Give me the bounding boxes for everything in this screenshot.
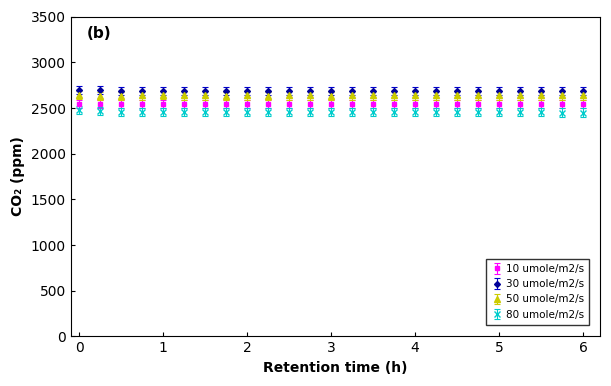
Y-axis label: CO₂ (ppm): CO₂ (ppm) bbox=[11, 137, 25, 217]
X-axis label: Retention time (h): Retention time (h) bbox=[263, 361, 408, 375]
Text: (b): (b) bbox=[87, 26, 111, 41]
Legend: 10 umole/m2/s, 30 umole/m2/s, 50 umole/m2/s, 80 umole/m2/s: 10 umole/m2/s, 30 umole/m2/s, 50 umole/m… bbox=[486, 259, 590, 325]
